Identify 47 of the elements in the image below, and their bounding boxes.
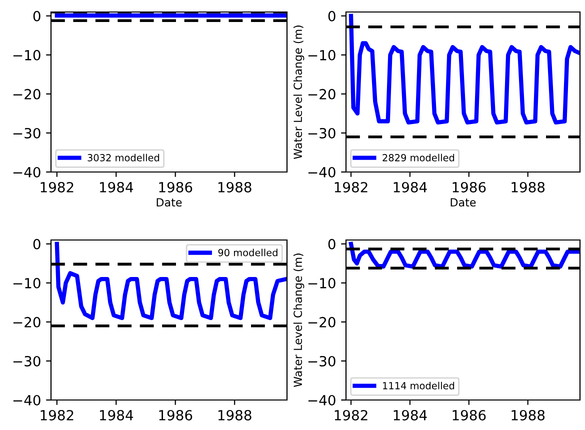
x-tick-label: 1988 [512,410,545,420]
y-tick-label: −20 [13,316,40,328]
x-tick-label: 1984 [394,410,427,420]
y-tick-label: −20 [13,88,40,100]
y-tick-label: −40 [13,394,40,406]
y-tick-label: −30 [308,128,336,138]
x-tick-label: 1986 [159,182,192,192]
x-tick-label: 1986 [452,410,486,420]
y-tick-label: −20 [308,88,336,100]
x-tick-label: 1982 [334,410,368,420]
x-tick-label: 1984 [100,410,134,420]
line-series [348,242,580,269]
x-axis-title: Date [450,198,476,207]
x-tick-label: 1988 [218,410,252,420]
y-axis-title: Water Level Change (m) [293,254,304,388]
legend-label: 90 modelled [218,248,278,256]
legend-label: 1114 modelled [383,382,454,390]
y-tick-label: −10 [13,50,40,60]
y-tick-label: −30 [13,128,40,138]
x-tick-label: 1982 [40,410,74,420]
x-tick-label: 1988 [512,182,545,192]
y-tick-label: 0 [33,10,40,22]
x-tick-label: 1982 [334,182,368,192]
x-tick-label: 1982 [40,182,74,192]
legend-label: 3032 modelled [88,154,160,162]
line-series [348,14,580,125]
y-tick-label: −10 [308,278,336,288]
legend-label: 2829 modelled [382,154,454,162]
y-tick-label: −40 [308,394,336,406]
y-tick-label: 0 [328,238,336,250]
y-tick-label: −10 [308,50,336,60]
y-tick-label: −10 [13,278,40,288]
y-tick-label: 0 [328,10,336,22]
x-tick-label: 1984 [100,182,134,192]
y-tick-label: −40 [308,166,336,178]
y-tick-label: −30 [13,356,40,366]
x-tick-label: 1984 [394,182,427,192]
x-tick-label: 1986 [159,410,192,420]
x-axis-title: Date [156,198,182,207]
y-axis-title: Water Level Change (m) [293,26,304,160]
y-tick-label: 0 [33,238,40,250]
y-tick-label: −20 [308,316,336,328]
y-tick-label: −30 [308,356,336,366]
x-tick-label: 1986 [452,182,486,192]
y-tick-label: −40 [13,166,40,178]
x-tick-label: 1988 [218,182,252,192]
line-series [54,242,287,320]
